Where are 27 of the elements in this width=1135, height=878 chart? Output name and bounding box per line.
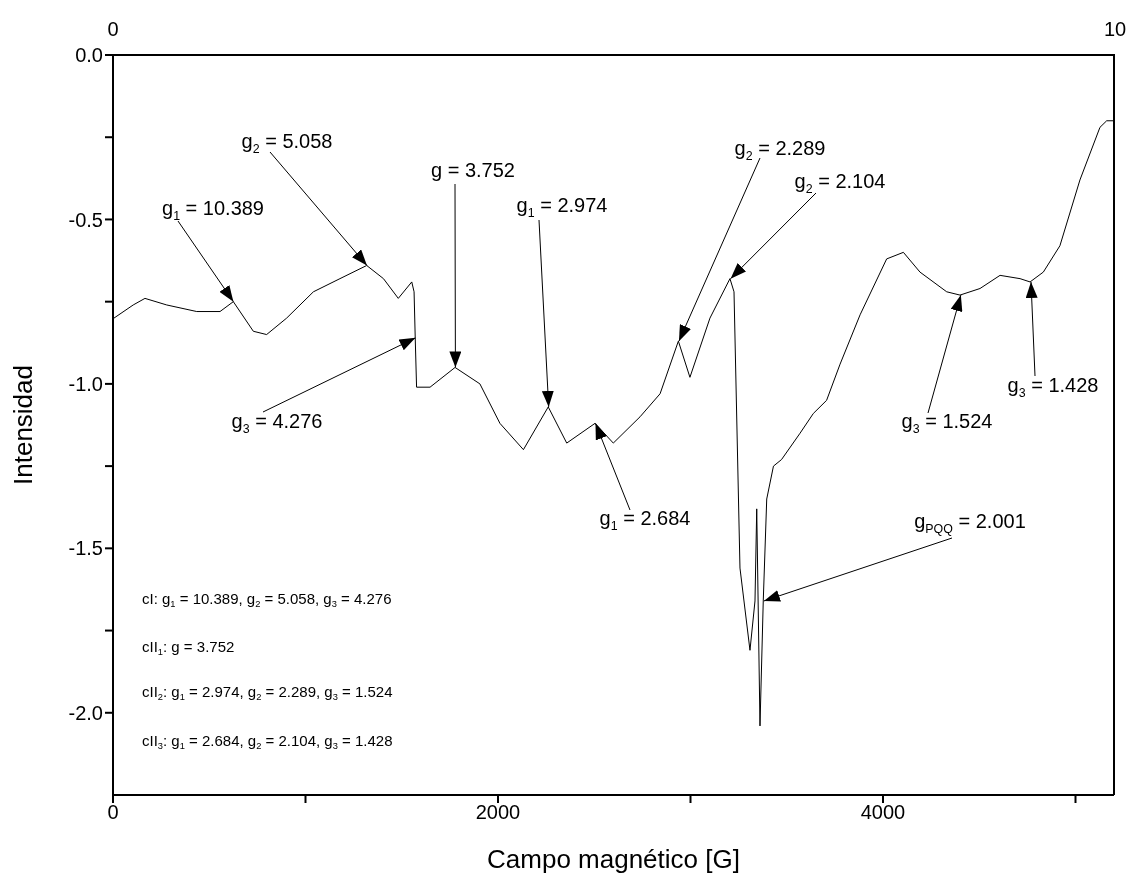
text: cII$_{3}$: g$_{1}$ = 2.684, g$_{2}$ = 2.104, g$_{3}$ = 1.428 (142, 731, 393, 752)
annotation: g$_{3}$ = 1.524 (901, 410, 993, 437)
annotation: cII$_{1}$: g = 3.752 (142, 637, 235, 658)
annotation: g$_{2}$ = 2.104 (794, 170, 886, 197)
x2-tick-label: 0 (107, 18, 119, 41)
annotation: cI: g$_{1}$ = 10.389, g$_{2}$ = 5.058, g$_{3}$ = 4.276 (142, 589, 392, 610)
y-tick-label: -0.5 (68, 208, 103, 231)
y-tick-label: -1.0 (68, 372, 103, 395)
text: cII$_{2}$: g$_{1}$ = 2.974, g$_{2}$ = 2.289, g$_{3}$ = 1.524 (142, 682, 393, 703)
y-tick-label: 0.0 (75, 44, 103, 67)
x2-tick-label: 10 (1103, 18, 1127, 41)
y-axis-title: Intensidad (8, 365, 39, 485)
x-tick-label: 0 (107, 801, 119, 824)
annotation: g$_{3}$ = 1.428 (1007, 374, 1099, 401)
annotation: g = 3.752 (431, 159, 515, 182)
annotation: g$_{3}$ = 4.276 (231, 410, 323, 437)
annotation: g$_{2}$ = 5.058 (241, 130, 333, 157)
annotation: g$_{PQQ}$ = 2.001 (914, 510, 1026, 537)
annotation: g$_{1}$ = 2.974 (516, 194, 608, 221)
x-tick-label: 4000 (860, 801, 906, 824)
x-tick-label: 2000 (475, 801, 521, 824)
x-axis-title: Campo magnético [G] (487, 844, 740, 874)
y-tick-label: -1.5 (68, 537, 103, 560)
annotation: g$_{2}$ = 2.289 (734, 137, 826, 164)
annotation: g$_{1}$ = 10.389 (162, 197, 264, 224)
y-tick-label: -2.0 (68, 701, 103, 724)
annotation: g$_{1}$ = 2.684 (599, 507, 691, 534)
